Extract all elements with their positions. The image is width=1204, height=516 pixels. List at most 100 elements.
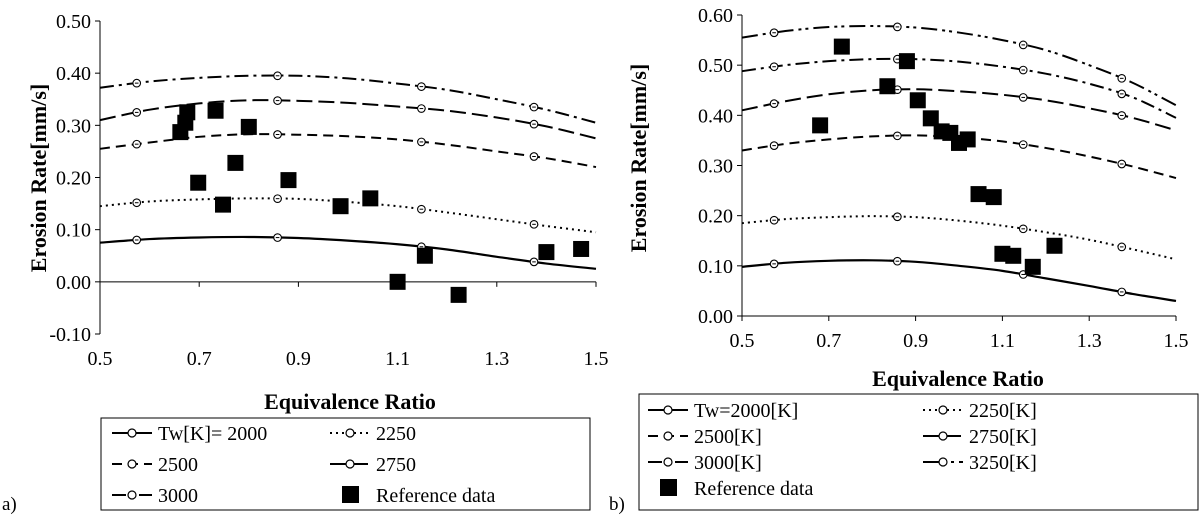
reference-point: [898, 53, 915, 70]
reference-point: [416, 247, 433, 264]
reference-point: [879, 78, 896, 95]
reference-point: [833, 38, 850, 55]
x-tick-label: 1.3: [484, 348, 509, 370]
reference-point: [215, 196, 232, 213]
y-tick-label: 0.50: [698, 55, 733, 77]
series-line-3: [99, 99, 597, 140]
series-line-4: [741, 57, 1177, 119]
reference-point: [959, 131, 976, 148]
y-tick-label: 0.30: [698, 156, 733, 178]
legend-entry-label: 2500: [158, 454, 198, 476]
series-line-0: [741, 259, 1177, 303]
x-tick-label: 1.5: [584, 348, 609, 370]
panel-b-x-axis-title: Equivalence Ratio: [872, 366, 1044, 391]
reference-point: [909, 92, 926, 109]
reference-point: [450, 286, 467, 303]
legend-entry-label: 2750[K]: [969, 426, 1037, 448]
legend-entry-label: Reference data: [694, 478, 813, 500]
legend-entry-4-swatch-marker: [663, 457, 673, 467]
reference-point: [332, 198, 349, 215]
legend-entry-label: 3000[K]: [694, 452, 762, 474]
chart-panel-b: 0.00 0.10 0.20 0.30 0.40 0.50 0.60 0.5 0.7 0.9 1.1…: [609, 5, 1199, 515]
legend-entry-3-swatch-marker: [345, 459, 355, 469]
series-line-3: [741, 88, 1177, 132]
y-tick-label: 0.00: [56, 272, 91, 294]
x-tick-label: 0.9: [903, 330, 928, 352]
series-line-1: [99, 197, 597, 234]
legend-entry-1-swatch-marker: [938, 405, 948, 415]
reference-point: [538, 244, 555, 261]
reference-point: [812, 117, 829, 134]
legend-entry-label: 2250: [376, 423, 416, 445]
series-line-0: [99, 235, 597, 270]
chart-panel-a: -0.10 0.00 0.10 0.20 0.30 0.40 0.50 0.5 0.7 0.9 1.…: [2, 11, 609, 515]
legend-entry-2-swatch-marker: [663, 431, 673, 441]
panel-b-legend-box: [638, 393, 1199, 511]
y-tick-label: 0.20: [698, 206, 733, 228]
reference-point: [922, 110, 939, 127]
legend-entry-3-swatch-marker: [938, 431, 948, 441]
reference-point: [1024, 258, 1041, 275]
reference-point: [389, 273, 406, 290]
reference-point: [573, 240, 590, 257]
reference-point: [280, 172, 297, 189]
panel-a-y-axis-title: Erosion Rate[mm/s]: [26, 84, 51, 272]
legend-entry-label: 3000: [158, 485, 198, 507]
y-tick-label: 0.20: [56, 168, 91, 190]
x-tick-label: 0.7: [187, 348, 212, 370]
x-tick-label: 0.5: [88, 348, 113, 370]
panel-b-plot-area: 0.00 0.10 0.20 0.30 0.40 0.50 0.60 0.5 0.7 0.9 1.1…: [698, 5, 1189, 352]
y-tick-label: 0.00: [698, 306, 733, 328]
series-line-1: [741, 215, 1177, 261]
y-tick-label: 0.60: [698, 5, 733, 27]
y-tick-label: -0.10: [49, 324, 91, 346]
x-tick-label: 0.5: [730, 330, 755, 352]
panel-b-y-axis-title: Erosion Rate[mm/s]: [626, 64, 651, 252]
reference-point: [207, 102, 224, 119]
panel-a-tag: a): [2, 494, 17, 515]
legend-entry-label: Tw=2000[K]: [694, 400, 798, 422]
x-tick-label: 1.1: [990, 330, 1015, 352]
legend-reference-swatch: [342, 486, 359, 503]
legend-entry-0-swatch-marker: [663, 405, 673, 415]
legend-entry-2-swatch-marker: [127, 459, 137, 469]
legend-entry-label: Reference data: [376, 485, 495, 507]
y-tick-label: 0.40: [698, 105, 733, 127]
x-tick-label: 0.9: [286, 348, 311, 370]
x-tick-label: 0.7: [816, 330, 841, 352]
legend-entry-5-swatch-marker: [938, 457, 948, 467]
y-tick-label: 0.30: [56, 115, 91, 137]
legend-entry-label: 2500[K]: [694, 426, 762, 448]
reference-point: [1046, 237, 1063, 254]
reference-point: [1005, 247, 1022, 264]
reference-point: [227, 154, 244, 171]
y-tick-label: 0.50: [56, 11, 91, 33]
legend-entry-label: Tw[K]= 2000: [158, 423, 267, 445]
x-tick-label: 1.1: [385, 348, 410, 370]
y-tick-label: 0.10: [698, 256, 733, 278]
legend-entry-label: 2250[K]: [969, 400, 1037, 422]
reference-point: [240, 118, 257, 135]
panel-a-plot-area: -0.10 0.00 0.10 0.20 0.30 0.40 0.50 0.5 0.7 0.9 1.…: [49, 11, 608, 370]
reference-point: [179, 104, 196, 121]
legend-reference-swatch: [660, 479, 677, 496]
series-line-5: [741, 25, 1177, 107]
panel-a-x-axis-title: Equivalence Ratio: [264, 389, 436, 414]
panel-a-legend-box: [100, 417, 591, 511]
legend-entry-1-swatch-marker: [345, 428, 355, 438]
reference-point: [970, 186, 987, 203]
series-line-4: [99, 74, 597, 124]
legend-entry-label: 3250[K]: [969, 452, 1037, 474]
legend-entry-0-swatch-marker: [127, 428, 137, 438]
x-tick-label: 1.3: [1077, 330, 1102, 352]
y-tick-label: 0.10: [56, 220, 91, 242]
legend-entry-label: 2750: [376, 454, 416, 476]
x-tick-label: 1.5: [1164, 330, 1189, 352]
y-tick-label: 0.40: [56, 63, 91, 85]
reference-point: [362, 190, 379, 207]
panel-a-legend: Tw[K]= 2000 2250 2500 2750 3000 Reference dat…: [112, 423, 495, 507]
reference-point: [190, 174, 207, 191]
reference-point: [985, 189, 1002, 206]
panel-b-legend: Tw=2000[K] 2250[K] 2500[K] 2750[K] 3000[K] 32…: [648, 400, 1037, 500]
